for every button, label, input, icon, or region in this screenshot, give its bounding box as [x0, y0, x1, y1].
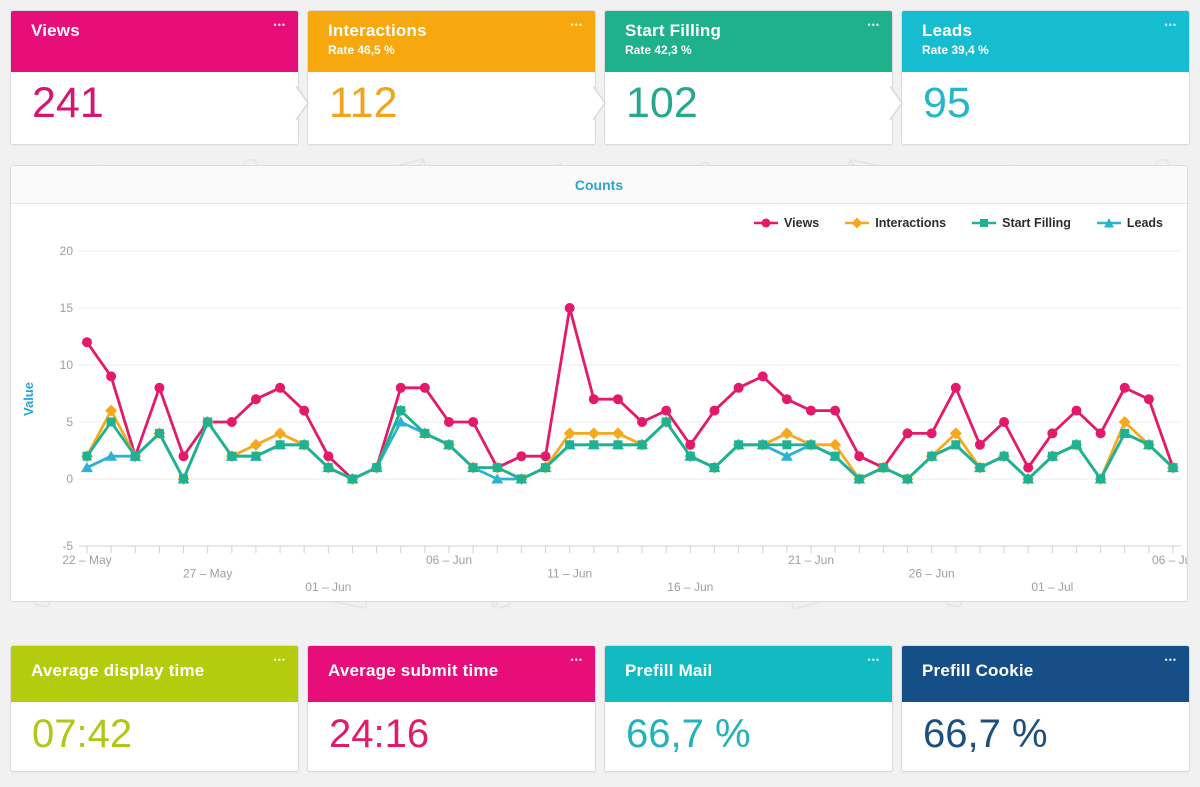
funnel-arrow-icon	[592, 85, 606, 121]
funnel-card-header: Start Filling Rate 42,3 % •••	[605, 11, 892, 72]
menu-dots-icon[interactable]: •••	[867, 655, 880, 665]
svg-text:16 – Jun: 16 – Jun	[667, 580, 713, 594]
svg-text:01 – Jul: 01 – Jul	[1031, 580, 1073, 594]
svg-text:11 – Jun: 11 – Jun	[547, 567, 592, 581]
funnel-card-value: 95	[923, 79, 971, 127]
funnel-card-header: Views •••	[11, 11, 298, 72]
chart-body: Views Interactions Start Filling Leads 20 15…	[11, 204, 1187, 601]
svg-text:27 – May: 27 – May	[183, 567, 232, 581]
stat-card-title: Prefill Mail	[625, 661, 713, 680]
legend-label: Views	[784, 216, 820, 230]
legend-item-start-filling[interactable]: Start Filling	[972, 216, 1071, 230]
stat-card-average-submit-time: Average submit time ••• 24:16	[307, 645, 596, 772]
funnel-card-interactions: Interactions Rate 46,5 % ••• 112	[307, 10, 596, 145]
svg-text:06 – Jul: 06 – Jul	[1152, 553, 1187, 567]
funnel-card-rate: Rate 42,3 %	[625, 43, 692, 57]
legend-item-interactions[interactable]: Interactions	[845, 216, 946, 230]
menu-dots-icon[interactable]: •••	[570, 20, 583, 30]
legend-label: Interactions	[875, 216, 947, 230]
funnel-card-leads: Leads Rate 39,4 % ••• 95	[901, 10, 1190, 145]
menu-dots-icon[interactable]: •••	[273, 20, 286, 30]
stat-card-header: Average display time •••	[11, 646, 298, 702]
svg-text:-5: -5	[62, 539, 73, 553]
chart-title: Counts	[574, 176, 624, 193]
funnel-card-start-filling: Start Filling Rate 42,3 % ••• 102	[604, 10, 893, 145]
menu-dots-icon[interactable]: •••	[273, 655, 286, 665]
legend-circle-icon	[754, 218, 779, 228]
funnel-card-title: Views	[31, 21, 80, 40]
stat-card-header: Prefill Cookie •••	[902, 646, 1189, 702]
funnel-card-title: Interactions	[328, 21, 427, 40]
funnel-arrow-icon	[889, 85, 903, 121]
menu-dots-icon[interactable]: •••	[1164, 20, 1177, 30]
chart-header: Counts	[11, 166, 1187, 204]
funnel-arrow-icon	[295, 85, 309, 121]
counts-line-chart: 20 15 10 5 0 -522 – May 27 – May 01 – Jun 06 – J…	[21, 244, 1187, 594]
stat-card-header: Average submit time •••	[308, 646, 595, 702]
stat-card-prefill-cookie: Prefill Cookie ••• 66,7 %	[901, 645, 1190, 772]
stat-card-title: Average submit time	[328, 661, 499, 680]
stat-card-value: 24:16	[329, 712, 430, 756]
funnel-card-value: 112	[329, 79, 398, 127]
funnel-card-value: 241	[32, 79, 104, 127]
legend-item-leads[interactable]: Leads	[1096, 216, 1163, 230]
svg-text:0: 0	[66, 472, 73, 486]
funnel-card-title: Start Filling	[625, 21, 722, 40]
menu-dots-icon[interactable]: •••	[1164, 655, 1177, 665]
legend-square-icon	[972, 219, 997, 227]
svg-text:20: 20	[60, 244, 74, 258]
funnel-card-title: Leads	[922, 21, 973, 40]
stat-card-value: 66,7 %	[923, 712, 1048, 756]
svg-text:01 – Jun: 01 – Jun	[305, 580, 351, 594]
svg-text:06 – Jun: 06 – Jun	[426, 553, 472, 567]
stat-card-header: Prefill Mail •••	[605, 646, 892, 702]
legend-label: Leads	[1126, 216, 1163, 230]
svg-text:10: 10	[60, 358, 74, 372]
legend-label: Start Filling	[1002, 216, 1071, 230]
funnel-card-header: Interactions Rate 46,5 % •••	[308, 11, 595, 72]
stat-card-title: Prefill Cookie	[922, 661, 1034, 680]
svg-text:Value: Value	[21, 382, 36, 416]
counts-chart-panel: Counts Views Interactions Start Filling Lea…	[10, 165, 1188, 602]
funnel-card-value: 102	[626, 79, 698, 127]
funnel-card-rate: Rate 39,4 %	[922, 43, 989, 57]
menu-dots-icon[interactable]: •••	[570, 655, 583, 665]
svg-text:5: 5	[66, 415, 73, 429]
funnel-card-rate: Rate 46,5 %	[328, 43, 395, 57]
legend-item-views[interactable]: Views	[754, 216, 819, 230]
stat-card-value: 07:42	[32, 712, 133, 756]
funnel-card-header: Leads Rate 39,4 % •••	[902, 11, 1189, 72]
svg-text:15: 15	[60, 301, 74, 315]
legend-triangle-icon	[1096, 218, 1121, 228]
legend-diamond-icon	[845, 217, 870, 229]
stat-card-title: Average display time	[31, 661, 205, 680]
funnel-card-rate	[31, 43, 278, 57]
menu-dots-icon[interactable]: •••	[867, 20, 880, 30]
svg-text:21 – Jun: 21 – Jun	[788, 553, 834, 567]
stat-card-value: 66,7 %	[626, 712, 751, 756]
chart-legend: Views Interactions Start Filling Leads	[754, 216, 1163, 230]
svg-text:26 – Jun: 26 – Jun	[909, 567, 955, 581]
stat-card-prefill-mail: Prefill Mail ••• 66,7 %	[604, 645, 893, 772]
funnel-card-views: Views ••• 241	[10, 10, 299, 145]
stat-card-average-display-time: Average display time ••• 07:42	[10, 645, 299, 772]
svg-text:22 – May: 22 – May	[62, 553, 111, 567]
